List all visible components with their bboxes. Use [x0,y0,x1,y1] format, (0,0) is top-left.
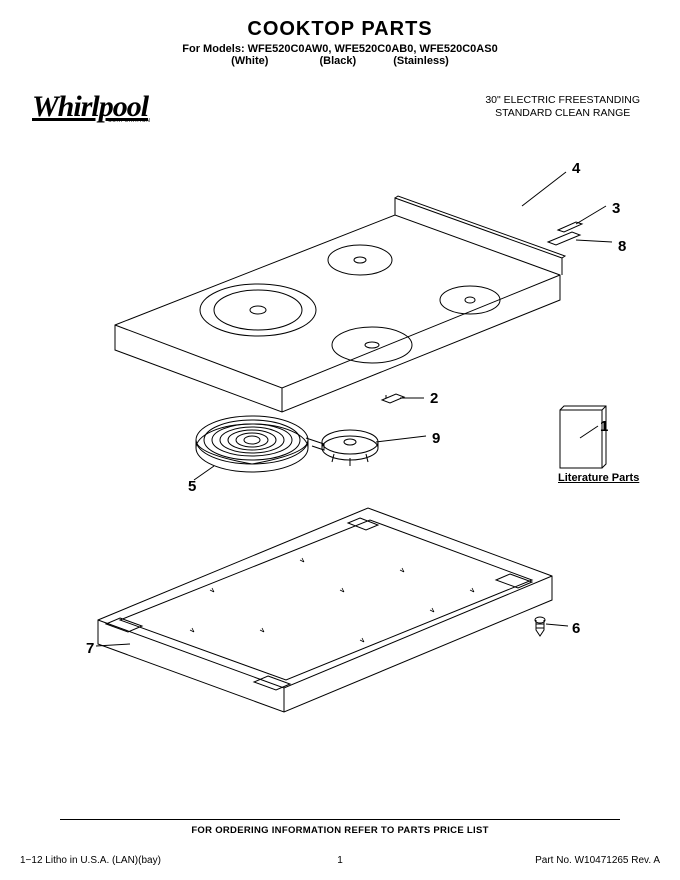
callout-5: 5 [188,478,196,495]
footer-ordering: FOR ORDERING INFORMATION REFER TO PARTS … [0,825,680,836]
models-line: For Models: WFE520C0AW0, WFE520C0AB0, WF… [0,43,680,55]
product-desc-line2: STANDARD CLEAN RANGE [485,107,640,120]
models-list: WFE520C0AW0, WFE520C0AB0, WFE520C0AS0 [248,43,498,55]
footer-rule [60,819,620,820]
product-description: 30" ELECTRIC FREESTANDING STANDARD CLEAN… [485,94,640,119]
colors-line: (White) (Black) (Stainless) [0,55,680,67]
callout-6: 6 [572,620,580,637]
exploded-diagram [0,120,680,780]
callout-8: 8 [618,238,626,255]
page: COOKTOP PARTS For Models: WFE520C0AW0, W… [0,0,680,880]
callout-9: 9 [432,430,440,447]
callout-2: 2 [430,390,438,407]
callout-4: 4 [572,160,580,177]
callout-1: 1 [600,418,608,435]
product-desc-line1: 30" ELECTRIC FREESTANDING [485,94,640,107]
callout-7: 7 [86,640,94,657]
callout-3: 3 [612,200,620,217]
color-1: (Black) [319,55,356,67]
page-title: COOKTOP PARTS [0,18,680,41]
color-2: (Stainless) [393,55,449,67]
footer-partno: Part No. W10471265 Rev. A [535,855,660,866]
literature-parts-label: Literature Parts [558,472,639,484]
color-0: (White) [231,55,268,67]
title-block: COOKTOP PARTS For Models: WFE520C0AW0, W… [0,0,680,67]
models-prefix: For Models: [182,43,247,55]
